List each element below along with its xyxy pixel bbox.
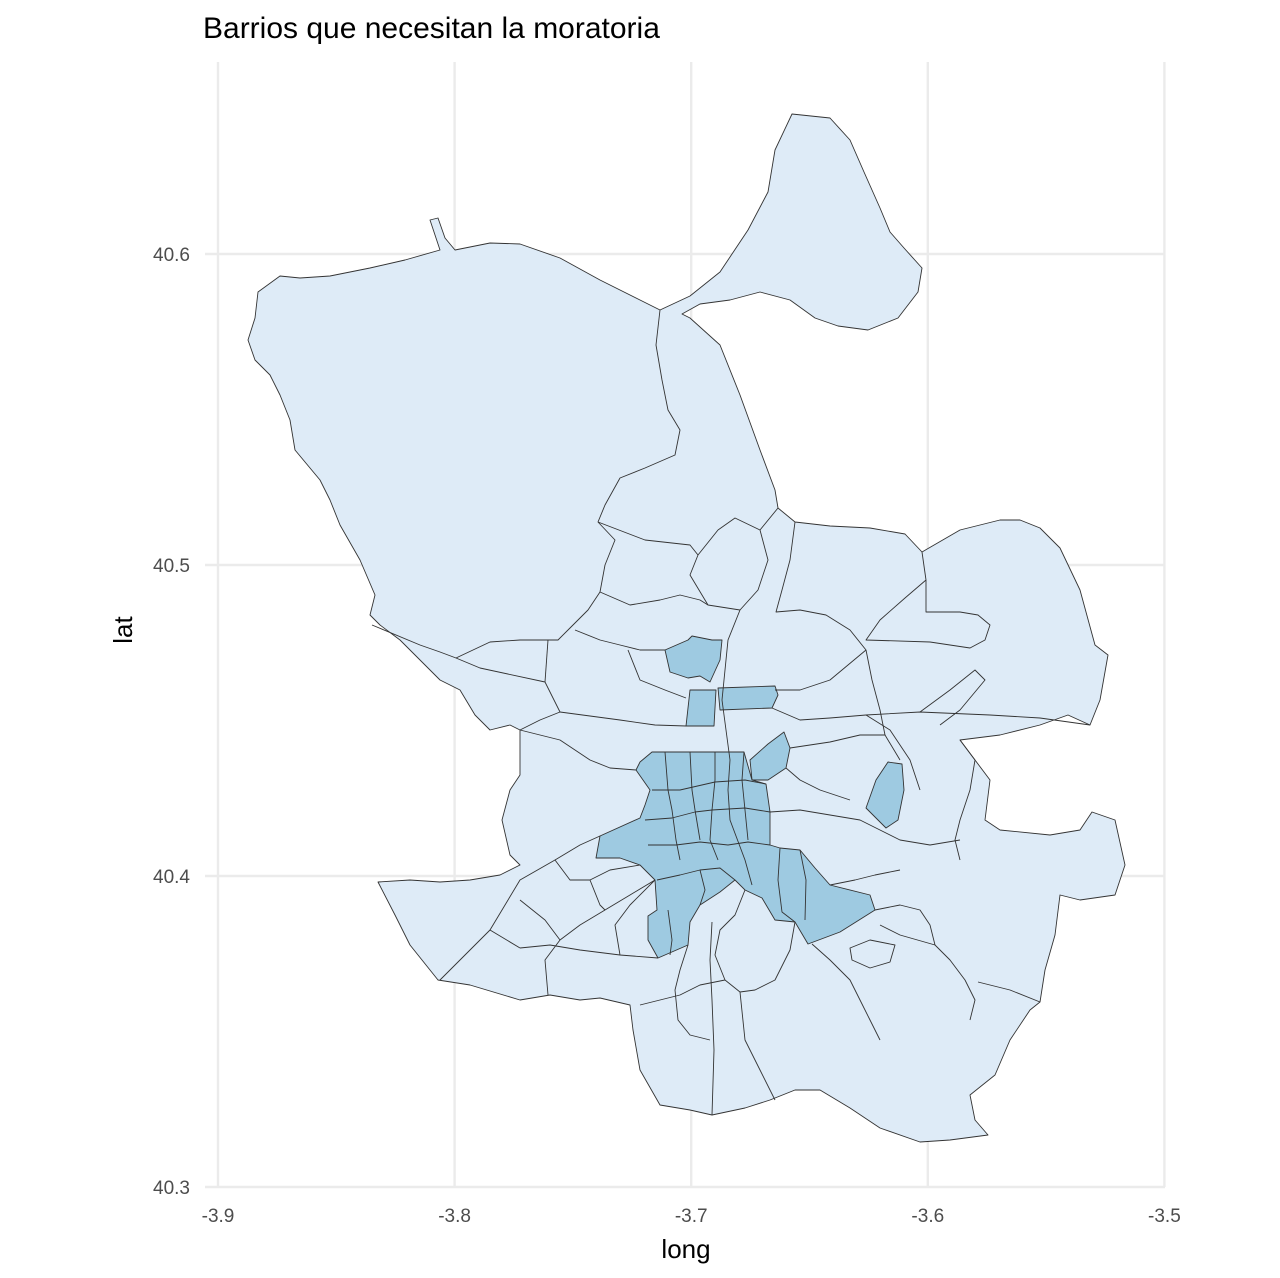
y-tick-label: 40.6 xyxy=(153,245,190,266)
x-tick-label: -3.6 xyxy=(911,1206,944,1227)
madrid-outline xyxy=(247,113,1126,1143)
chart-title: Barrios que necesitan la moratoria xyxy=(203,12,660,45)
highlight-region-4 xyxy=(749,731,791,781)
x-tick-label: -3.7 xyxy=(675,1206,708,1227)
neighbourhood-borders xyxy=(371,309,1091,1116)
x-tick-label: -3.5 xyxy=(1148,1206,1181,1227)
center-borders xyxy=(644,751,807,956)
x-axis-label: long xyxy=(661,1234,710,1264)
highlight-region-3 xyxy=(685,689,717,727)
y-tick-label: 40.4 xyxy=(153,867,190,888)
x-axis-ticks: -3.9 -3.8 -3.7 -3.6 -3.5 xyxy=(202,1206,1181,1227)
highlight-region-5 xyxy=(865,761,905,829)
y-axis-ticks: 40.3 40.4 40.5 40.6 xyxy=(153,245,190,1199)
highlight-region-2 xyxy=(717,685,779,711)
x-tick-label: -3.9 xyxy=(202,1206,235,1227)
y-tick-label: 40.5 xyxy=(153,556,190,577)
x-tick-label: -3.8 xyxy=(438,1206,471,1227)
y-tick-label: 40.3 xyxy=(153,1178,190,1199)
y-axis-label: lat xyxy=(108,615,138,643)
highlight-region-1 xyxy=(664,635,723,683)
